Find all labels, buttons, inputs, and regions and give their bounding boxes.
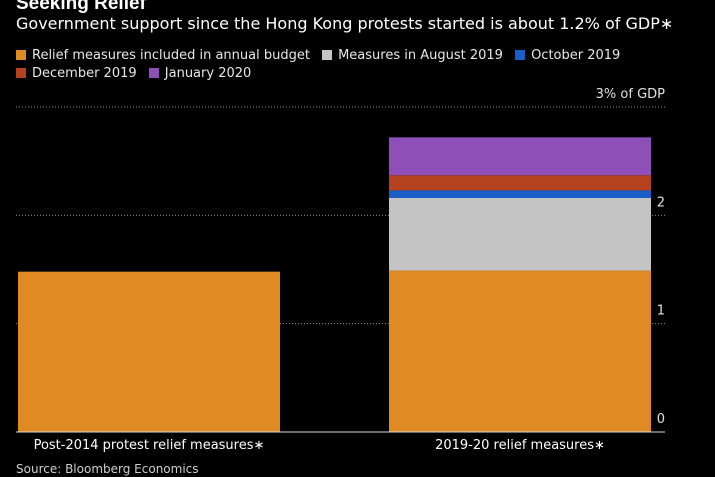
bar-segment — [389, 137, 651, 176]
chart-title: Seeking Relief — [16, 0, 146, 14]
bar-segment — [18, 271, 280, 432]
legend-swatch — [322, 50, 333, 60]
legend-label: January 2020 — [164, 66, 252, 81]
bar-segment — [389, 175, 651, 191]
legend-swatch — [148, 68, 159, 78]
legend-swatch — [16, 50, 26, 60]
legend-label: Measures in August 2019 — [338, 48, 503, 63]
legend-label: Relief measures included in annual budge… — [32, 48, 310, 63]
legend-item-january-2020: January 2020 — [148, 65, 252, 83]
y-tick-label: 3% of GDP — [596, 87, 666, 102]
legend-label: October 2019 — [531, 48, 621, 63]
legend: Relief measures included in annual budge… — [16, 47, 706, 83]
legend-label: December 2019 — [32, 66, 137, 81]
legend-swatch — [16, 68, 26, 78]
bar-segment — [389, 270, 651, 432]
y-tick-label: 0 — [657, 412, 665, 427]
legend-item-october-2019: October 2019 — [515, 47, 620, 65]
legend-swatch — [515, 50, 526, 60]
chart-subtitle: Government support since the Hong Kong p… — [16, 14, 674, 33]
legend-item-august-2019: Measures in August 2019 — [322, 47, 503, 65]
bar-segment — [389, 198, 651, 271]
x-category-label: Post-2014 protest relief measures∗ — [34, 438, 265, 453]
legend-item-annual-budget: Relief measures included in annual budge… — [16, 47, 310, 65]
y-tick-label: 1 — [657, 304, 665, 319]
y-tick-label: 2 — [657, 195, 665, 210]
source-note: Source: Bloomberg Economics — [16, 462, 199, 476]
x-category-label: 2019-20 relief measures∗ — [435, 438, 605, 453]
legend-item-december-2019: December 2019 — [16, 65, 137, 83]
bar-segment — [389, 190, 651, 198]
